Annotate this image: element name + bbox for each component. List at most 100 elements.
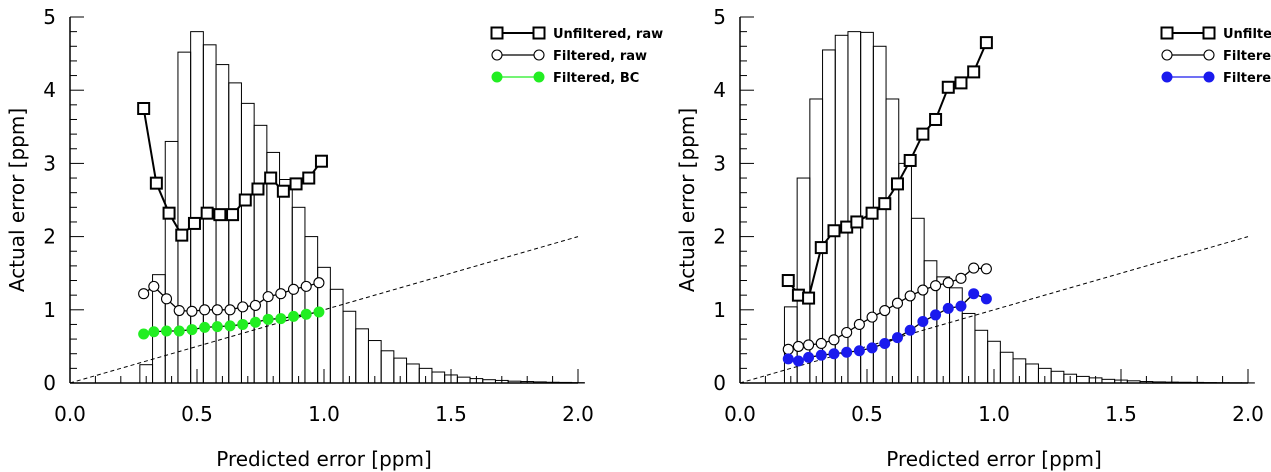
data-point-square (781, 274, 795, 288)
legend-marker (491, 49, 503, 61)
data-point-filled-circle (828, 348, 840, 360)
histogram-bar (279, 179, 293, 384)
x-tick-label: 0.0 (724, 402, 756, 426)
reference-line (69, 236, 579, 384)
data-point-open-circle (980, 263, 992, 275)
y-tick-label: 3 (713, 151, 726, 175)
data-point-filled-circle (930, 309, 942, 321)
data-point-open-circle (313, 277, 325, 289)
data-point-filled-circle (853, 345, 865, 357)
data-point-filled-circle (262, 313, 274, 325)
data-point-square (967, 65, 981, 79)
data-point-square (802, 291, 816, 305)
data-point-square (187, 216, 201, 230)
data-point-square (162, 206, 176, 220)
legend-marker (491, 71, 503, 83)
data-point-filled-circle (313, 306, 325, 318)
data-point-open-circle (224, 304, 236, 316)
data-point-square (954, 76, 968, 90)
histogram-bar (936, 276, 951, 384)
histogram-bar (253, 124, 268, 384)
data-point-square (137, 102, 151, 115)
data-point-filled-circle (782, 353, 794, 365)
histogram-bar (355, 328, 369, 384)
y-tick-label: 0 (713, 371, 726, 395)
data-point-open-circle (287, 283, 300, 295)
x-tick-label: 1.5 (1105, 402, 1137, 426)
data-point-open-circle (249, 299, 261, 311)
data-point-open-circle (891, 297, 904, 309)
data-point-filled-circle (211, 321, 223, 333)
data-point-filled-circle (300, 308, 312, 320)
data-point-square (827, 224, 841, 238)
data-point-filled-circle (803, 351, 815, 363)
data-point-square (979, 36, 993, 50)
data-point-filled-circle (148, 326, 160, 338)
histogram-bar (380, 350, 395, 384)
data-point-filled-circle (199, 321, 211, 333)
data-point-square (213, 208, 227, 222)
histogram-bar (999, 351, 1014, 384)
legend-marker (1202, 26, 1216, 40)
data-point-open-circle (782, 343, 794, 355)
data-point-open-circle (173, 304, 185, 317)
histogram-bar (228, 82, 242, 384)
legend-marker (1161, 71, 1173, 83)
left-panel: 0.0 0.5 1.0 1.5 2.0 0 1 2 3 4 5 Predicted error [pp… (5, 5, 663, 471)
legend-label: Unfiltered, raw (1223, 27, 1271, 42)
data-point-filled-circle (866, 342, 878, 354)
data-point-filled-circle (942, 302, 954, 314)
data-point-open-circle (792, 340, 804, 352)
histogram-bar (910, 217, 925, 384)
legend-marker (490, 26, 504, 40)
data-point-filled-circle (955, 300, 967, 312)
data-point-square (314, 154, 328, 168)
y-axis-title: Actual error [ppm] (5, 108, 29, 292)
data-point-square (916, 127, 930, 141)
histogram-bar (1025, 363, 1039, 384)
histogram-bar (164, 140, 179, 384)
y-axis-title: Actual error [ppm] (675, 108, 699, 292)
y-tick-label: 0 (43, 371, 56, 395)
data-point-square (890, 177, 904, 191)
histogram-bar (1050, 370, 1065, 384)
legend-label: Filtered, BC (1223, 71, 1271, 86)
legend-marker (1160, 26, 1174, 40)
data-point-open-circle (866, 311, 878, 323)
data-point-open-circle (879, 304, 891, 317)
histogram-bar (215, 64, 230, 384)
data-point-filled-circle (841, 346, 853, 358)
histogram-bar (342, 310, 357, 384)
data-point-filled-circle (879, 337, 891, 349)
data-point-filled-circle (186, 324, 198, 336)
data-point-open-circle (211, 304, 223, 316)
data-point-filled-circle (288, 310, 300, 322)
data-point-filled-circle (792, 355, 804, 367)
data-point-open-circle (841, 326, 853, 339)
histogram-bar (456, 376, 471, 384)
reference-line (739, 236, 1249, 384)
data-point-open-circle (930, 280, 942, 292)
data-point-open-circle (275, 288, 287, 300)
data-point-filled-circle (968, 288, 980, 300)
y-tick-label: 3 (43, 151, 56, 175)
x-axis-title: Predicted error [ppm] (886, 447, 1102, 471)
data-point-open-circle (186, 305, 198, 317)
legend-marker (533, 49, 545, 61)
histogram-bar (974, 329, 989, 384)
legend-label: Unfiltered, raw (553, 27, 663, 42)
data-point-filled-circle (138, 328, 150, 340)
y-tick-label: 2 (713, 225, 726, 249)
data-point-open-circle (904, 290, 916, 302)
histogram-bar (822, 49, 836, 384)
data-point-open-circle (160, 293, 173, 305)
data-point-filled-circle (275, 313, 287, 325)
data-point-square (814, 241, 828, 255)
x-axis-title: Predicted error [ppm] (216, 447, 432, 471)
data-point-open-circle (853, 318, 865, 330)
data-point-square (276, 184, 290, 198)
data-point-open-circle (803, 339, 815, 351)
histogram-bar (329, 288, 344, 384)
data-point-square (175, 228, 189, 242)
x-tick-label: 0.5 (181, 402, 213, 426)
